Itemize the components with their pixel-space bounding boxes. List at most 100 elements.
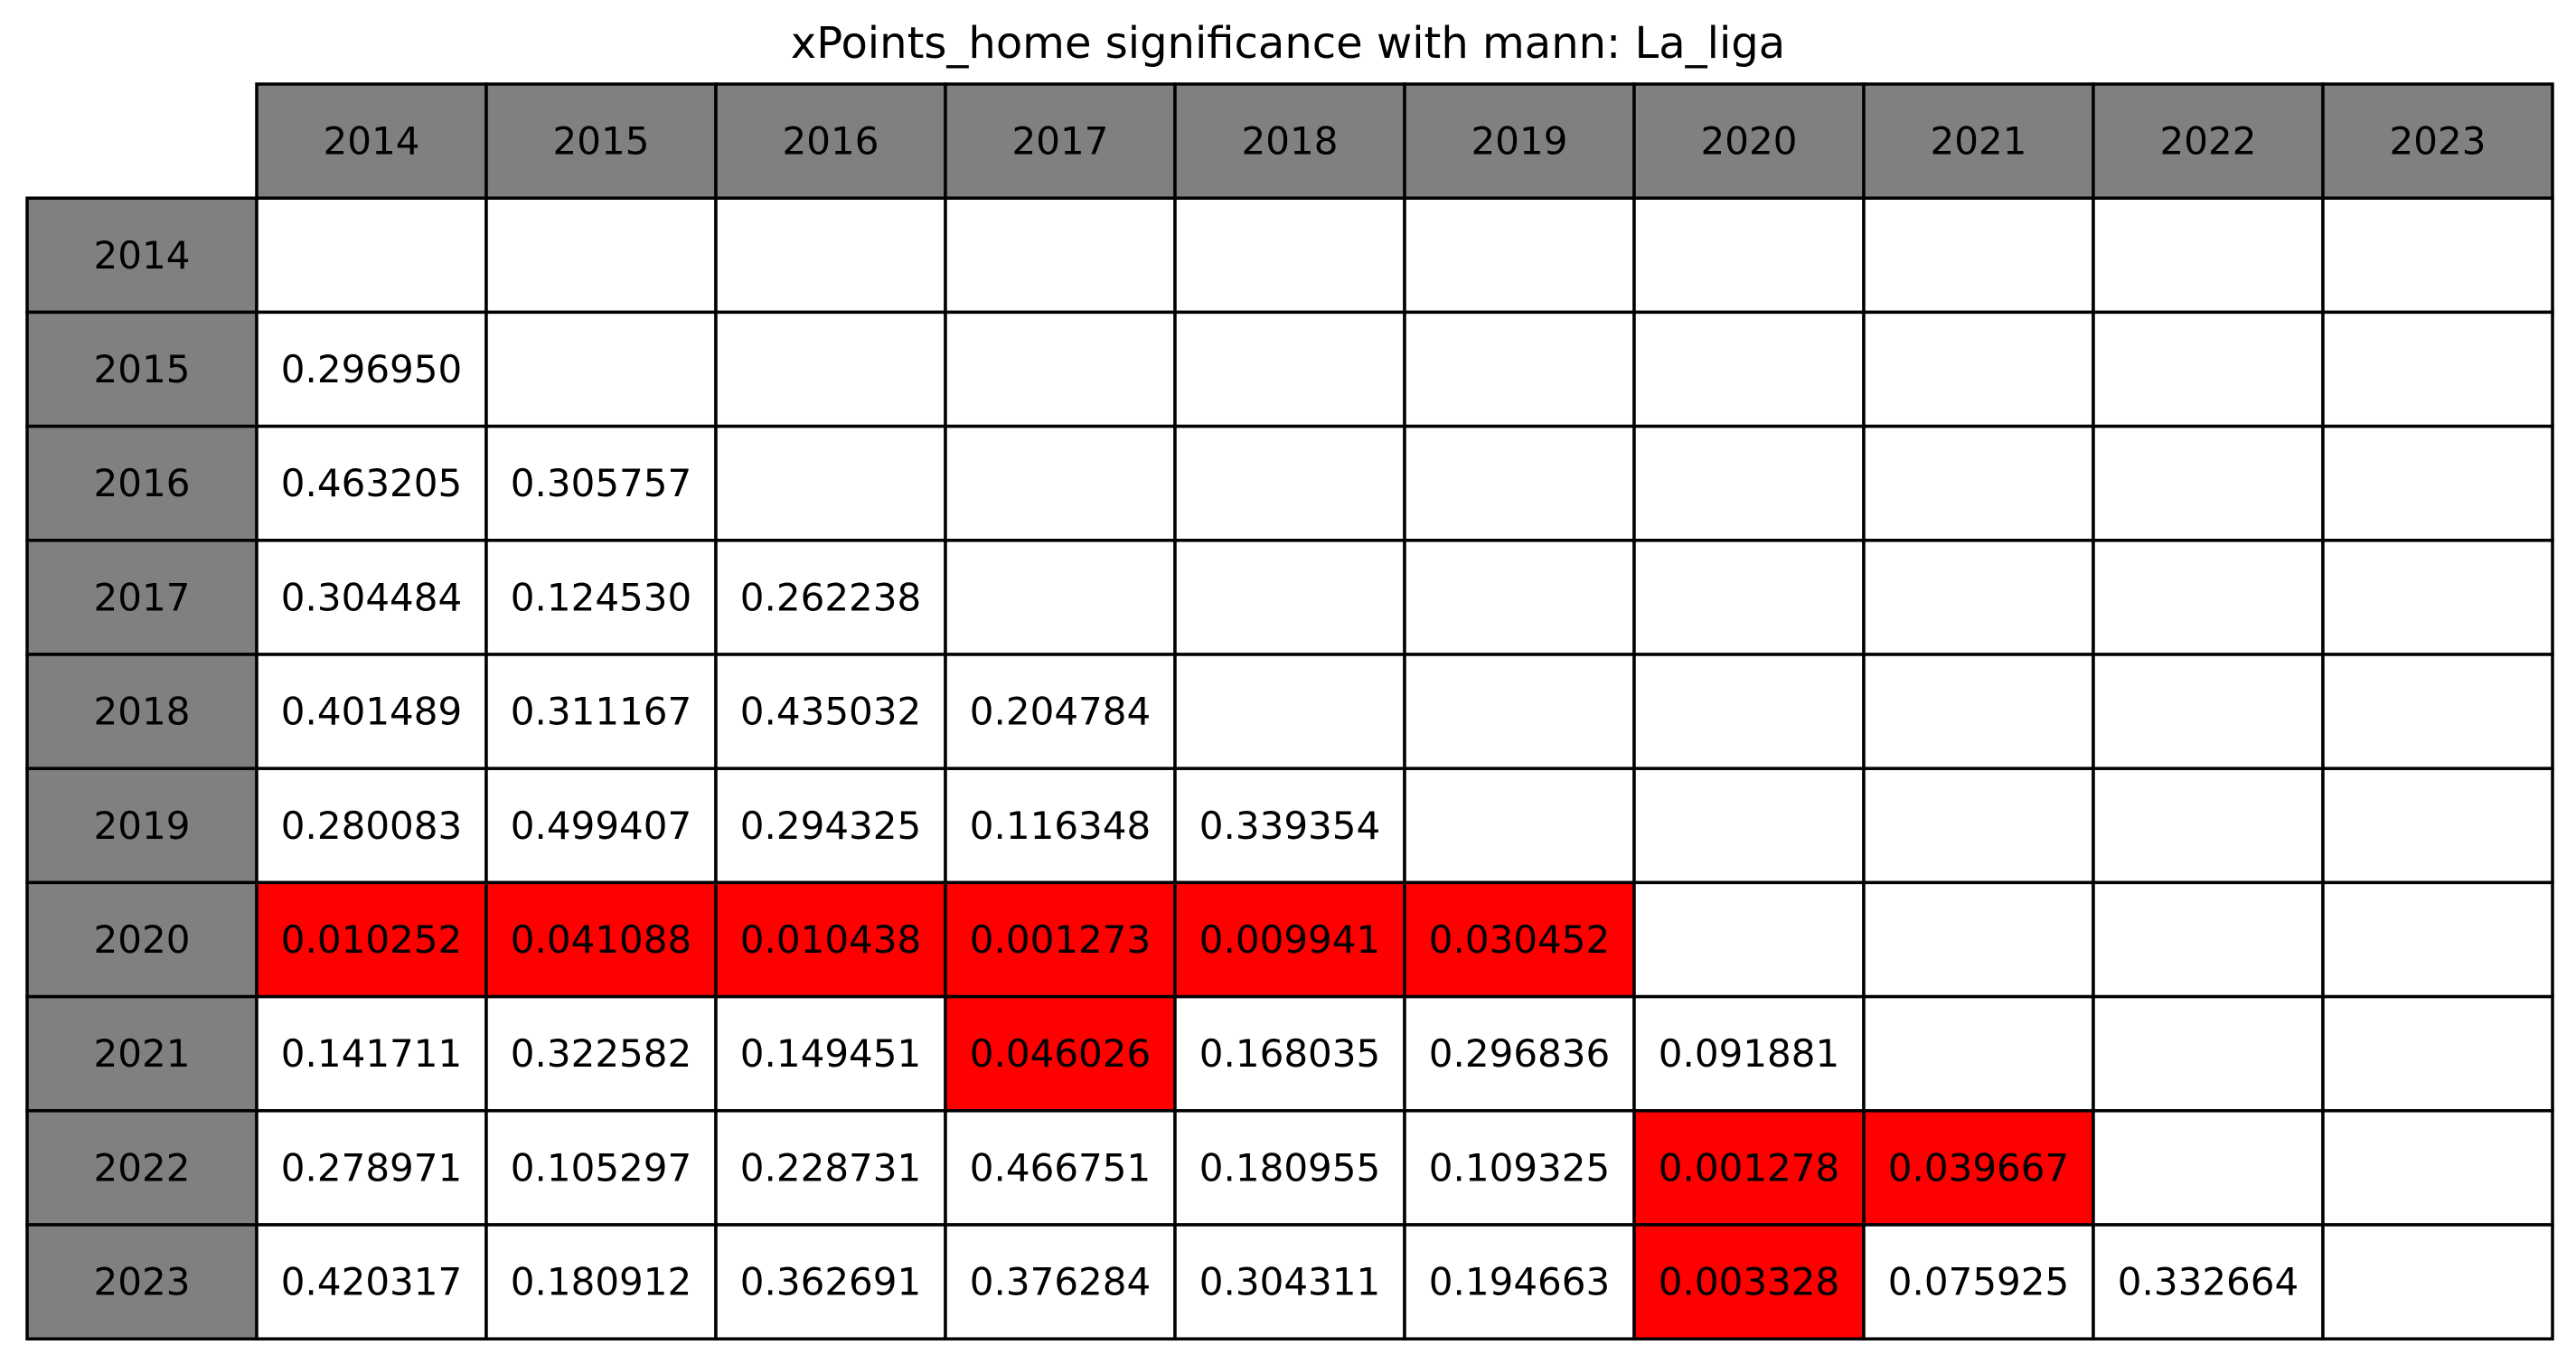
table-cell (1862, 1223, 2095, 1340)
table-cell (484, 653, 718, 770)
column-header-cell (714, 82, 947, 200)
table-cell (255, 539, 488, 656)
table-cell (255, 196, 488, 315)
column-header-label: 2016 (783, 119, 879, 164)
cell-value: 0.262238 (740, 575, 921, 619)
table-cell (944, 1223, 1177, 1340)
column-header-cell (2321, 82, 2554, 200)
table-cell (2092, 196, 2325, 315)
table-cell (2092, 880, 2325, 999)
column-header-label: 2018 (1242, 119, 1339, 164)
table-cell (484, 196, 718, 315)
cell-value: 0.194663 (1429, 1260, 1610, 1304)
table-cell (2321, 196, 2554, 315)
table-cell (1632, 880, 1866, 999)
table-cell (484, 1109, 718, 1227)
cell-value: 0.105297 (511, 1145, 691, 1190)
table-cell (944, 1109, 1177, 1227)
table-cell (2092, 767, 2325, 885)
cell-value: 0.311167 (511, 690, 691, 734)
table-row: 2020 0.010252 0.041088 0.010438 0.001273 0.00… (25, 880, 2554, 999)
table-cell (714, 994, 947, 1113)
column-header-label: 2019 (1471, 119, 1568, 164)
column-header-cell (1403, 82, 1636, 200)
table-cell (944, 196, 1177, 315)
column-header-label: 2017 (1012, 119, 1109, 164)
cell-value: 0.039667 (1888, 1145, 2069, 1190)
row-header-label: 2018 (94, 690, 191, 734)
table-cell (1403, 994, 1636, 1113)
row-header-cell (25, 994, 259, 1113)
cell-value: 0.435032 (740, 690, 921, 734)
table-cell (1403, 196, 1636, 315)
table-cell (714, 1223, 947, 1340)
row-header-cell (25, 424, 259, 542)
column-header-label: 2023 (2390, 119, 2487, 164)
table-cell (1862, 653, 2095, 770)
row-header-label: 2017 (94, 575, 191, 619)
table-cell (1173, 539, 1406, 656)
significant-cell (1632, 1109, 1866, 1227)
row-header-cell (25, 1109, 259, 1227)
table-row: 2021 0.141711 0.322582 0.149451 0.046026 0.16… (25, 994, 2554, 1113)
cell-value: 0.001273 (970, 917, 1151, 962)
cell-value: 0.463205 (281, 461, 462, 505)
table-cell (2321, 1223, 2554, 1340)
table-cell (1632, 424, 1866, 542)
table-cell (2092, 1109, 2325, 1227)
table-row: 2015 0.296950 (25, 310, 2554, 428)
table-cell (2321, 310, 2554, 428)
chart-title: xPoints_home significance with mann: La_… (791, 18, 1785, 69)
row-header-label: 2014 (94, 233, 191, 278)
cell-value: 0.091881 (1659, 1031, 1839, 1076)
table-row: 2016 0.463205 0.305757 (25, 424, 2554, 542)
table-cell (944, 310, 1177, 428)
table-row: 2018 0.401489 0.311167 0.435032 0.204784 (25, 653, 2554, 770)
table-cell (2092, 653, 2325, 770)
table-cell (1862, 994, 2095, 1113)
table-row: 2017 0.304484 0.124530 0.262238 (25, 539, 2554, 656)
cell-value: 0.149451 (740, 1031, 921, 1076)
table-cell (1173, 310, 1406, 428)
table-cell (1862, 767, 2095, 885)
cell-value: 0.228731 (740, 1145, 921, 1190)
cell-value: 0.001278 (1659, 1145, 1839, 1190)
table-cell (944, 424, 1177, 542)
cell-value: 0.466751 (970, 1145, 1151, 1190)
table-cell (714, 539, 947, 656)
row-header-label: 2022 (94, 1145, 191, 1190)
cell-value: 0.041088 (511, 917, 691, 962)
row-header-label: 2021 (94, 1031, 191, 1076)
cell-value: 0.304311 (1199, 1260, 1380, 1304)
table-cell (714, 196, 947, 315)
table-cell (1862, 539, 2095, 656)
row-header-cell (25, 1223, 259, 1340)
cell-value: 0.322582 (511, 1031, 691, 1076)
cell-value: 0.296950 (281, 347, 462, 391)
table-cell (2321, 1109, 2554, 1227)
table-cell (1173, 653, 1406, 770)
table-cell (714, 424, 947, 542)
table-cell (1862, 196, 2095, 315)
cell-value: 0.304484 (281, 575, 462, 619)
cell-value: 0.376284 (970, 1260, 1151, 1304)
table-body: 2014 2015 0.296950 2016 0.463205 0.305757 2017… (25, 196, 2554, 1340)
cell-value: 0.362691 (740, 1260, 921, 1304)
table-cell (1862, 424, 2095, 542)
cell-value: 0.296836 (1429, 1031, 1610, 1076)
table-cell (2321, 424, 2554, 542)
table-cell (2092, 424, 2325, 542)
table-cell (484, 767, 718, 885)
table-cell (255, 1223, 488, 1340)
row-header-label: 2020 (94, 917, 191, 962)
cell-value: 0.010252 (281, 917, 462, 962)
table-cell (714, 310, 947, 428)
column-header-label: 2021 (1931, 119, 2027, 164)
significant-cell (944, 880, 1177, 999)
table-cell (2321, 767, 2554, 885)
cell-value: 0.124530 (511, 575, 691, 619)
table-cell (2092, 310, 2325, 428)
table-cell (1403, 310, 1636, 428)
cell-value: 0.168035 (1199, 1031, 1380, 1076)
